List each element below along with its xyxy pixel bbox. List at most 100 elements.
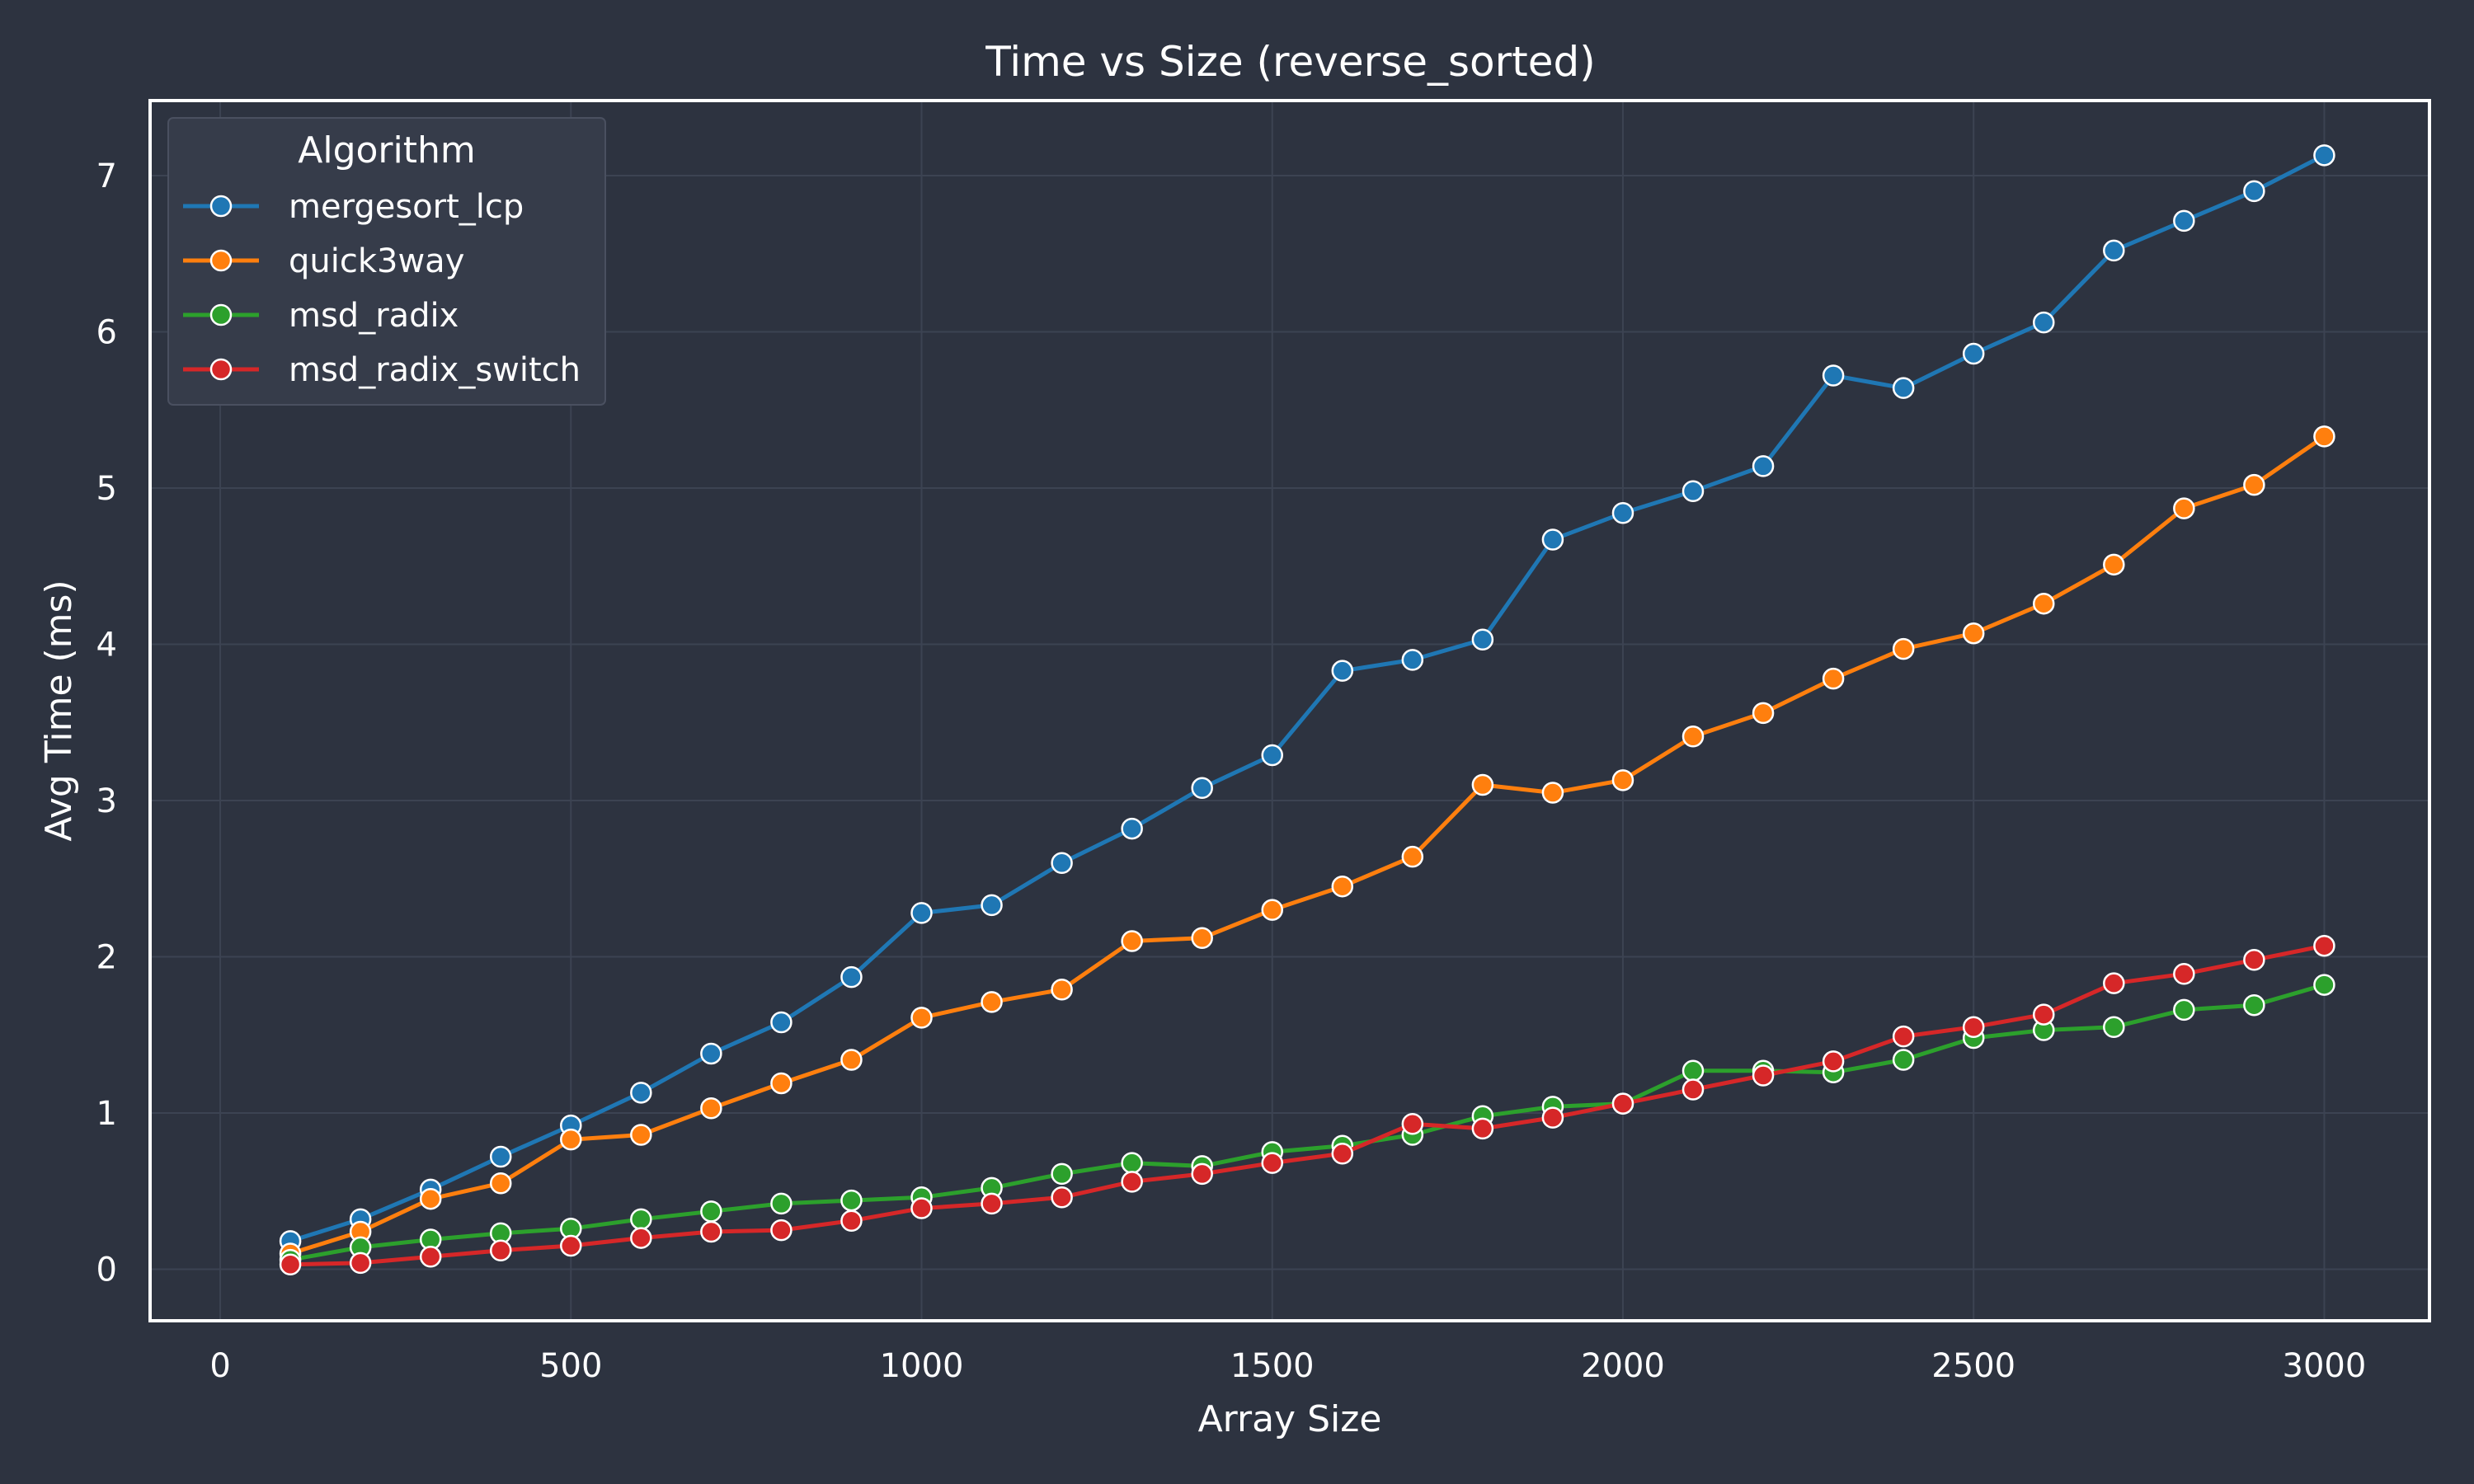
- data-point: [1191, 777, 1213, 800]
- data-point: [2173, 963, 2195, 985]
- data-point: [1121, 930, 1143, 952]
- data-point: [1051, 979, 1073, 1001]
- data-point: [1051, 852, 1073, 875]
- data-point: [1892, 637, 1915, 660]
- data-point: [2103, 239, 2125, 262]
- data-point: [2173, 998, 2195, 1021]
- data-point: [2243, 180, 2265, 203]
- data-point: [1121, 1171, 1143, 1193]
- data-point: [2032, 592, 2055, 615]
- legend-entries: mergesort_lcp quick3way msd_radix msd_radix…: [183, 188, 581, 389]
- y-tick-label: 7: [96, 157, 117, 195]
- data-point: [700, 1200, 722, 1223]
- data-point: [770, 1072, 793, 1095]
- x-tick-label: 3000: [2283, 1347, 2367, 1385]
- data-point: [489, 1145, 512, 1168]
- data-point: [1051, 1162, 1073, 1186]
- x-tick-label: 2000: [1581, 1347, 1665, 1385]
- data-point: [630, 1082, 652, 1104]
- data-point: [1962, 622, 1985, 645]
- legend-entry: msd_radix: [183, 297, 459, 335]
- y-tick-label: 5: [96, 470, 117, 508]
- y-tick-label: 0: [96, 1251, 117, 1289]
- data-point: [1892, 377, 1915, 399]
- data-point: [2313, 144, 2335, 167]
- y-tick-label: 4: [96, 626, 117, 664]
- x-tick-label: 0: [209, 1347, 230, 1385]
- data-point: [1331, 875, 1354, 898]
- data-point: [840, 1049, 863, 1071]
- data-point: [1331, 660, 1354, 682]
- data-point: [840, 1209, 863, 1232]
- y-axis-ticks: 0 1 2 3 4 5 6 7: [96, 157, 117, 1289]
- data-point: [910, 1197, 933, 1219]
- series-line: [289, 434, 2326, 1256]
- data-point: [770, 1219, 793, 1242]
- series-line: [290, 943, 2325, 1267]
- data-point: [1191, 927, 1213, 949]
- data-point: [700, 1097, 722, 1120]
- series-group: [279, 144, 2335, 1276]
- data-point: [1471, 628, 1494, 651]
- data-point: [1752, 455, 1775, 477]
- data-point: [489, 1172, 512, 1195]
- legend-label: mergesort_lcp: [289, 188, 524, 226]
- legend-marker: [209, 195, 233, 218]
- data-point: [2313, 934, 2335, 957]
- legend-entry: quick3way: [183, 242, 464, 280]
- legend-box: [167, 117, 606, 406]
- legend-title: Algorithm: [298, 129, 476, 171]
- data-point: [419, 1246, 442, 1268]
- data-point: [2032, 1003, 2055, 1026]
- data-point: [1401, 845, 1424, 868]
- legend: Algorithm mergesort_lcp quick3way msd_radi…: [167, 117, 606, 406]
- data-point: [1892, 1049, 1915, 1071]
- data-point: [910, 902, 933, 924]
- data-point: [1681, 1059, 1705, 1082]
- y-tick-label: 6: [96, 313, 117, 351]
- legend-entry: msd_radix_switch: [183, 351, 581, 389]
- x-tick-label: 1500: [1230, 1347, 1315, 1385]
- chart-title: Time vs Size (reverse_sorted): [985, 38, 1596, 86]
- data-point: [1121, 817, 1143, 840]
- data-point: [630, 1227, 652, 1249]
- data-point: [2173, 209, 2195, 232]
- x-axis-label: Array Size: [1198, 1398, 1382, 1440]
- data-point: [2313, 425, 2335, 448]
- data-point: [1261, 1152, 1283, 1174]
- data-point: [1261, 899, 1283, 921]
- data-point: [1752, 1064, 1775, 1087]
- data-point: [2243, 949, 2265, 971]
- data-point: [1822, 667, 1845, 690]
- data-point: [770, 1011, 793, 1034]
- data-point: [1892, 1025, 1915, 1048]
- data-point: [279, 1253, 302, 1276]
- series-msd_radix_switch: [279, 934, 2335, 1276]
- data-point: [1541, 782, 1564, 804]
- data-point: [1541, 1106, 1564, 1129]
- data-point: [910, 1007, 933, 1029]
- y-tick-label: 1: [96, 1095, 117, 1133]
- series-mergesort_lcp: [279, 144, 2335, 1252]
- legend-entry: mergesort_lcp: [183, 188, 524, 226]
- series-line: [289, 153, 2326, 1243]
- data-point: [1752, 702, 1775, 725]
- y-axis-label: Avg Time (ms): [38, 580, 80, 841]
- data-point: [1611, 502, 1634, 524]
- y-tick-label: 3: [96, 782, 117, 820]
- x-tick-label: 1000: [880, 1347, 964, 1385]
- x-tick-label: 2500: [1931, 1347, 2015, 1385]
- data-point: [560, 1234, 582, 1257]
- data-point: [1401, 649, 1424, 671]
- x-axis-ticks: 0 500 1000 1500 2000 2500 3000: [209, 1347, 2366, 1385]
- data-point: [2103, 972, 2125, 994]
- series-quick3way: [279, 425, 2335, 1265]
- data-point: [981, 894, 1003, 917]
- data-point: [2032, 311, 2055, 334]
- grid-lines: [150, 101, 2429, 1321]
- data-point: [1681, 1078, 1705, 1101]
- data-point: [981, 1192, 1003, 1215]
- data-point: [560, 1128, 582, 1151]
- data-point: [2103, 1016, 2125, 1038]
